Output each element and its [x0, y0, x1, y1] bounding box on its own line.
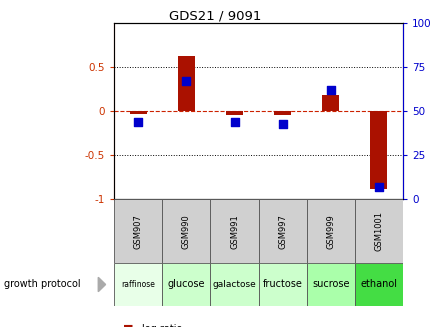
FancyBboxPatch shape — [354, 263, 402, 306]
FancyBboxPatch shape — [162, 263, 210, 306]
Text: sucrose: sucrose — [311, 280, 349, 289]
Text: GSM907: GSM907 — [133, 214, 142, 249]
FancyBboxPatch shape — [162, 199, 210, 263]
Text: ■: ■ — [123, 324, 133, 327]
FancyBboxPatch shape — [210, 263, 258, 306]
Text: ethanol: ethanol — [359, 280, 396, 289]
Bar — [178, 57, 194, 111]
Point — [327, 87, 334, 93]
FancyBboxPatch shape — [258, 199, 306, 263]
Bar — [322, 95, 338, 111]
Text: GDS21 / 9091: GDS21 / 9091 — [169, 10, 261, 23]
Point — [230, 119, 237, 124]
Text: GSM997: GSM997 — [277, 214, 286, 249]
Text: galactose: galactose — [212, 280, 256, 289]
FancyBboxPatch shape — [114, 263, 162, 306]
FancyBboxPatch shape — [306, 263, 354, 306]
FancyBboxPatch shape — [354, 199, 402, 263]
Text: GSM999: GSM999 — [326, 214, 335, 249]
Point — [279, 121, 286, 126]
Point — [375, 184, 381, 190]
Text: log ratio: log ratio — [142, 324, 182, 327]
Bar — [129, 111, 146, 114]
Bar — [273, 111, 290, 115]
Bar — [370, 111, 387, 189]
Text: raffinose: raffinose — [121, 280, 155, 289]
Point — [135, 119, 141, 124]
FancyBboxPatch shape — [306, 199, 354, 263]
Text: GSM1001: GSM1001 — [374, 211, 383, 251]
FancyBboxPatch shape — [114, 199, 162, 263]
Text: glucose: glucose — [167, 280, 205, 289]
Text: GSM991: GSM991 — [230, 214, 239, 249]
FancyBboxPatch shape — [258, 263, 306, 306]
FancyBboxPatch shape — [210, 199, 258, 263]
Text: growth protocol: growth protocol — [4, 280, 81, 289]
Text: fructose: fructose — [262, 280, 302, 289]
Point — [182, 78, 189, 84]
Text: GSM990: GSM990 — [181, 214, 190, 249]
Bar — [226, 111, 243, 115]
